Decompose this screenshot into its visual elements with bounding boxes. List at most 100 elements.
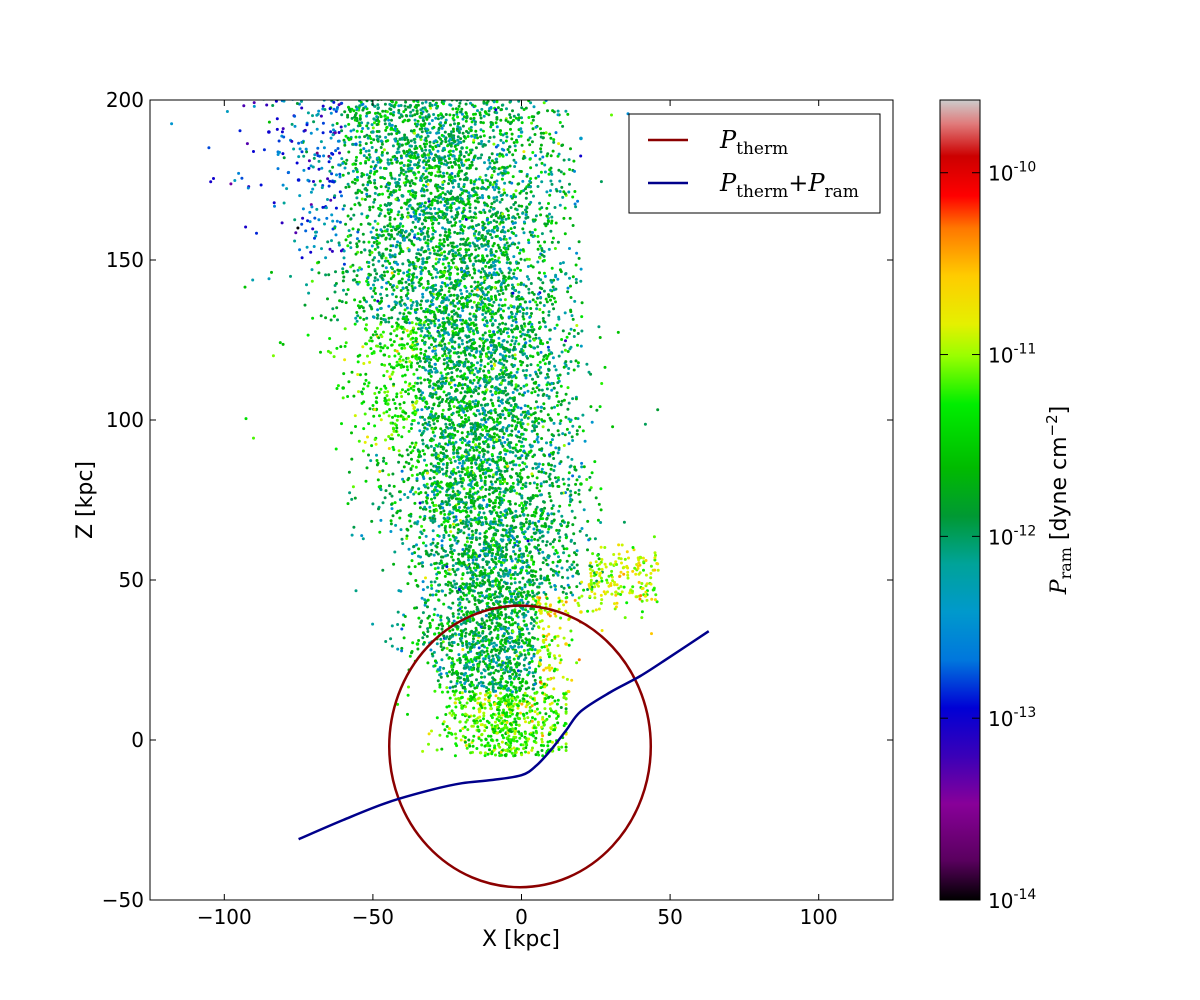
scatter-point <box>344 341 348 345</box>
scatter-point <box>468 582 472 586</box>
scatter-point <box>442 162 446 166</box>
scatter-point <box>529 354 532 358</box>
scatter-point <box>528 593 532 597</box>
scatter-point <box>478 594 482 598</box>
scatter-point <box>491 683 495 687</box>
scatter-point <box>455 95 458 98</box>
scatter-point <box>479 275 483 279</box>
scatter-point <box>491 129 495 132</box>
scatter-point <box>506 392 510 396</box>
scatter-point <box>481 337 485 341</box>
scatter-point <box>526 330 530 334</box>
scatter-point <box>349 91 352 94</box>
scatter-point <box>565 335 569 339</box>
scatter-point <box>322 154 326 158</box>
scatter-point <box>402 271 406 275</box>
scatter-point <box>571 523 575 527</box>
scatter-point <box>382 314 386 317</box>
scatter-point <box>300 222 304 226</box>
scatter-point <box>449 293 453 297</box>
scatter-point <box>524 517 528 521</box>
scatter-point <box>521 559 524 563</box>
scatter-point <box>409 298 413 302</box>
scatter-point <box>528 666 532 670</box>
scatter-point <box>575 429 579 433</box>
scatter-point <box>478 350 482 354</box>
scatter-point <box>432 319 436 323</box>
scatter-point <box>350 533 354 537</box>
scatter-point <box>566 286 570 290</box>
scatter-point <box>518 251 522 255</box>
scatter-point <box>486 443 490 447</box>
scatter-point <box>384 185 388 189</box>
scatter-point <box>512 203 516 206</box>
scatter-point <box>557 596 561 600</box>
scatter-point <box>455 297 459 301</box>
scatter-point <box>522 649 526 652</box>
scatter-point <box>319 350 322 354</box>
scatter-point <box>384 90 387 93</box>
scatter-point <box>566 372 570 375</box>
scatter-point <box>486 347 490 351</box>
scatter-point <box>379 228 383 232</box>
scatter-point <box>455 323 458 327</box>
scatter-point <box>566 95 569 98</box>
scatter-point <box>387 355 391 358</box>
scatter-point <box>281 183 285 187</box>
scatter-point <box>446 443 450 447</box>
scatter-point <box>558 203 562 207</box>
scatter-point <box>505 469 509 473</box>
scatter-point <box>509 343 513 347</box>
scatter-point <box>461 309 465 313</box>
scatter-point <box>447 727 451 731</box>
scatter-point <box>418 429 422 433</box>
scatter-point <box>437 414 441 418</box>
scatter-point <box>385 110 389 114</box>
scatter-point <box>440 500 444 503</box>
scatter-point <box>344 222 348 226</box>
scatter-point <box>341 279 345 283</box>
scatter-point <box>461 131 465 135</box>
scatter-point <box>379 387 383 391</box>
scatter-point <box>463 383 467 386</box>
scatter-point <box>452 363 456 366</box>
scatter-point <box>520 324 523 328</box>
scatter-point <box>478 412 482 416</box>
scatter-point <box>491 666 494 670</box>
scatter-point <box>438 683 442 687</box>
scatter-point <box>305 150 309 154</box>
scatter-point <box>553 326 557 330</box>
scatter-point <box>424 299 428 303</box>
scatter-point <box>470 219 474 223</box>
scatter-point <box>246 186 250 190</box>
scatter-point <box>384 489 388 493</box>
scatter-point <box>594 496 598 500</box>
scatter-point <box>400 84 403 87</box>
scatter-point <box>416 376 420 380</box>
scatter-point <box>521 157 525 160</box>
scatter-point <box>504 620 508 624</box>
scatter-point <box>413 225 417 229</box>
scatter-point <box>494 480 498 484</box>
scatter-point <box>450 310 454 314</box>
scatter-point <box>446 243 450 247</box>
scatter-point <box>454 586 458 590</box>
scatter-point <box>441 317 445 321</box>
scatter-point <box>491 654 495 658</box>
scatter-point <box>575 432 579 436</box>
scatter-point <box>461 386 464 390</box>
scatter-point <box>397 272 400 276</box>
scatter-point <box>538 271 541 275</box>
scatter-point <box>556 429 560 433</box>
scatter-point <box>511 672 515 676</box>
scatter-point <box>375 396 379 400</box>
scatter-point <box>499 451 502 454</box>
scatter-point <box>328 92 331 95</box>
scatter-point <box>278 93 281 96</box>
scatter-point <box>546 740 550 744</box>
scatter-point <box>540 645 544 649</box>
scatter-point <box>382 459 385 463</box>
scatter-point <box>351 162 355 166</box>
scatter-point <box>539 147 543 151</box>
scatter-point <box>326 198 329 201</box>
